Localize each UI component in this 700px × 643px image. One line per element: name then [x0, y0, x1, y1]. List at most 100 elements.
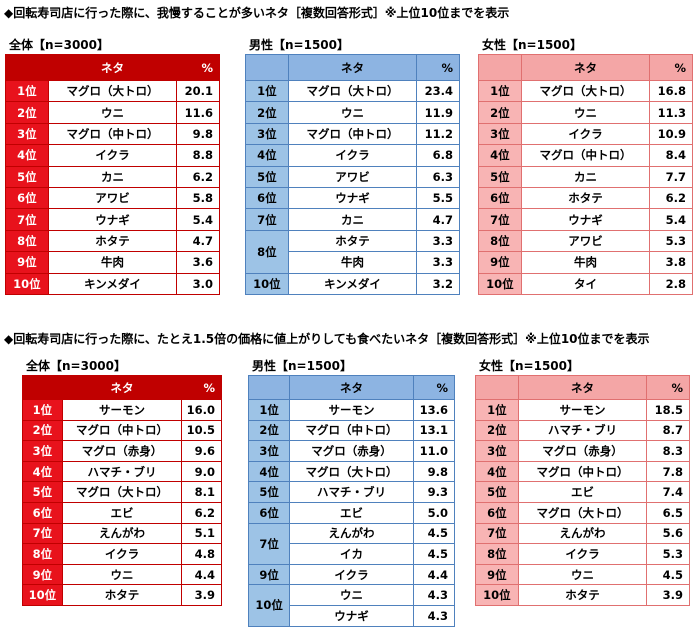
header-cell [22, 375, 63, 400]
header-cell: ネタ [289, 375, 414, 400]
rank-cell: 3位 [22, 440, 63, 462]
pct-cell: 6.3 [416, 165, 460, 188]
header-cell: ネタ [61, 375, 183, 400]
item-cell: ウナギ [520, 208, 651, 231]
pct-cell: 10.9 [649, 122, 693, 146]
item-cell: イクラ [47, 144, 178, 167]
rank-cell: 7位 [245, 208, 289, 231]
table-label: 女性【n=1500】 [479, 359, 579, 373]
item-cell: ウナギ [289, 604, 414, 627]
header-cell: % [181, 375, 222, 400]
item-cell: ホタテ [47, 229, 178, 253]
table: ネタ% 1位 サーモン 16.0 2位 マグロ（中トロ） 10.5 3位 マグロ（赤身） 9.6 4… [22, 375, 222, 606]
pct-cell: 4.3 [412, 584, 456, 606]
item-cell: アワビ [520, 229, 651, 253]
item-cell: マグロ（大トロ） [47, 79, 178, 103]
row: 10位 ホタテ 3.9 [475, 584, 690, 606]
pct-cell: 11.0 [412, 440, 456, 462]
item-cell: タイ [520, 272, 651, 295]
rank-cell: 7位 [475, 522, 519, 545]
rank-cell: 10位 [245, 272, 289, 295]
pct-cell: 9.8 [412, 460, 456, 483]
item-cell: マグロ（大トロ） [520, 79, 651, 103]
row: 7位 えんがわ 5.1 [22, 522, 222, 545]
row: 5位 ハマチ・ブリ 9.3 [247, 481, 456, 503]
item-cell: カニ [47, 165, 178, 188]
section-title: ◆回転寿司店に行った際に、我慢することが多いネタ［複数回答形式］※上位10位まで… [4, 6, 510, 20]
header-cell [478, 54, 522, 81]
item-cell: ウナギ [47, 208, 178, 231]
rank-cell: 6位 [22, 501, 63, 524]
pct-cell: 4.3 [412, 604, 456, 627]
row: 3位 マグロ（赤身） 11.0 [247, 440, 456, 462]
rank-cell: 7位 [22, 522, 63, 545]
rank-cell: 4位 [478, 144, 522, 167]
table: ネタ% 1位 マグロ（大トロ） 23.4 2位 ウニ 11.9 3位 マグロ（中トロ） 11.2 4… [245, 54, 460, 295]
table-label: 女性【n=1500】 [482, 38, 582, 52]
item-cell: ホタテ [61, 584, 183, 606]
row: 1位 マグロ（大トロ） 20.1 [5, 79, 220, 103]
row: 9位 イクラ 4.4 [247, 563, 456, 586]
item-cell: キンメダイ [287, 272, 418, 295]
row: 8位 アワビ 5.3 [478, 229, 693, 253]
item-cell: サーモン [61, 399, 183, 421]
rank-cell: 6位 [245, 186, 289, 210]
item-cell: ウニ [47, 101, 178, 124]
row: 8位 イクラ 5.3 [475, 543, 690, 565]
row: 2位 ウニ 11.3 [478, 101, 693, 124]
rank-cell: 2位 [247, 419, 291, 442]
header-cell: % [176, 54, 220, 81]
row: 8位 ホタテ 3.3 [245, 229, 460, 274]
item-cell: 牛肉 [520, 251, 651, 274]
table: ネタ% 1位 サーモン 18.5 2位 ハマチ・ブリ 8.7 3位 マグロ（赤身） 8.3 4位 マグ… [475, 375, 690, 606]
pct-cell: 11.9 [416, 101, 460, 124]
header-cell: % [649, 54, 693, 81]
item-cell: マグロ（中トロ） [517, 460, 648, 483]
header-row: ネタ% [478, 54, 693, 81]
rank-cell: 2位 [22, 419, 63, 442]
row: 9位 ウニ 4.4 [22, 563, 222, 586]
item-cell: ホタテ [520, 186, 651, 210]
pct-cell: 8.7 [646, 419, 690, 442]
pct-cell: 5.1 [181, 522, 222, 545]
pct-cell: 8.3 [646, 440, 690, 462]
item-cell: マグロ（赤身） [289, 440, 414, 462]
rank-cell: 5位 [22, 481, 63, 503]
rank-cell: 3位 [247, 440, 291, 462]
item-cell: マグロ（中トロ） [287, 122, 418, 146]
pct-cell: 11.6 [176, 101, 220, 124]
rank-cell: 7位 [5, 208, 49, 231]
row: 1位 サーモン 13.6 [247, 399, 456, 421]
item-cell: ウニ [289, 584, 414, 606]
pct-cell: 4.8 [181, 543, 222, 565]
rank-cell: 5位 [245, 165, 289, 188]
pct-cell: 11.2 [416, 122, 460, 146]
item-cell: エビ [289, 501, 414, 524]
rank-cell: 7位 [478, 208, 522, 231]
pct-cell: 2.8 [649, 272, 693, 295]
item-cell: ウナギ [287, 186, 418, 210]
row: 4位 ハマチ・ブリ 9.0 [22, 460, 222, 483]
pct-cell: 3.9 [181, 584, 222, 606]
rank-cell: 7位 [247, 522, 291, 565]
pct-cell: 9.0 [181, 460, 222, 483]
rank-cell: 8位 [475, 543, 519, 565]
item-cell: マグロ（中トロ） [289, 419, 414, 442]
header-cell: % [412, 375, 456, 400]
row: 10位 タイ 2.8 [478, 272, 693, 295]
row: 3位 マグロ（赤身） 8.3 [475, 440, 690, 462]
table-label: 男性【n=1500】 [249, 38, 349, 52]
row: 3位 マグロ（中トロ） 9.8 [5, 122, 220, 146]
header-cell: ネタ [517, 375, 648, 400]
rank-cell: 2位 [478, 101, 522, 124]
rank-cell: 1位 [245, 79, 289, 103]
row: 3位 マグロ（中トロ） 11.2 [245, 122, 460, 146]
header-row: ネタ% [245, 54, 460, 81]
item-cell: マグロ（中トロ） [61, 419, 183, 442]
header-cell [247, 375, 291, 400]
pct-cell: 3.3 [416, 229, 460, 253]
pct-cell: 8.8 [176, 144, 220, 167]
pct-cell: 11.3 [649, 101, 693, 124]
table-label: 男性【n=1500】 [252, 359, 352, 373]
